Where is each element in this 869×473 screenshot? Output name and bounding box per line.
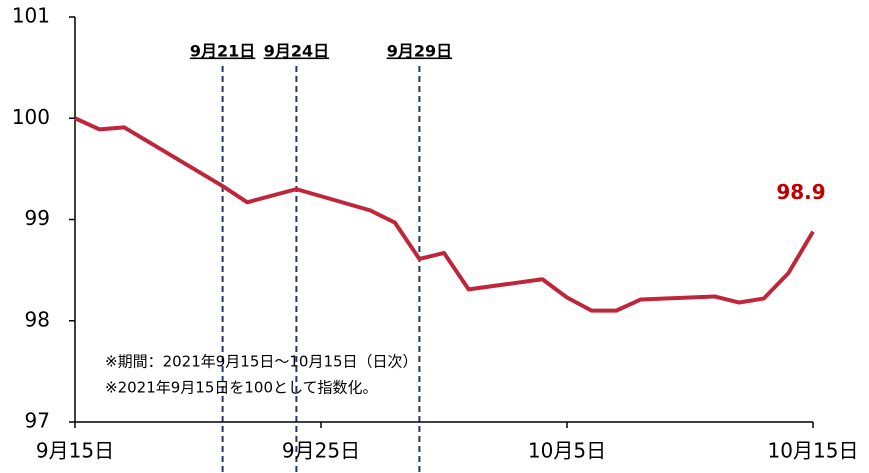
y-tick-label: 99	[25, 206, 50, 230]
y-tick-label: 97	[25, 409, 50, 433]
marker-label: 9月29日	[387, 42, 452, 61]
marker-label: 9月24日	[264, 42, 329, 61]
marker-label: 9月21日	[190, 42, 255, 61]
y-tick-label: 100	[12, 105, 50, 129]
x-tick-label: 10月5日	[528, 439, 606, 463]
x-tick-label: 10月15日	[768, 439, 859, 463]
x-tick-label: 9月25日	[282, 439, 360, 463]
line	[74, 116, 815, 313]
x-tick-label: 9月15日	[36, 439, 114, 463]
note: ※2021年9月15日を100として指数化。	[105, 379, 378, 397]
y-tick-label: 98	[25, 307, 50, 331]
data-label: 98.9	[776, 180, 825, 204]
y-tick-label: 101	[12, 4, 50, 28]
note: ※期間：2021年9月15日～10月15日（日次）	[105, 353, 418, 371]
